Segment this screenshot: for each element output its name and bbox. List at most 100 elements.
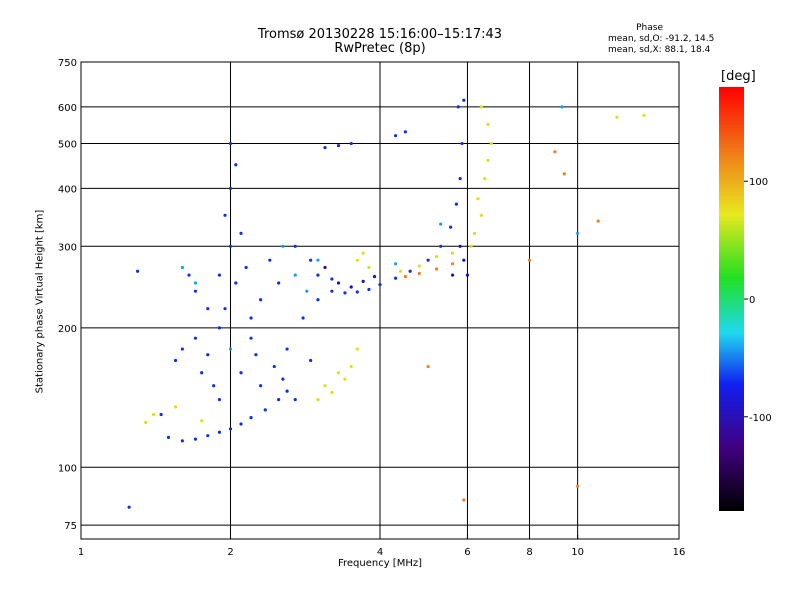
data-point bbox=[180, 439, 184, 443]
data-point bbox=[527, 258, 532, 262]
data-point bbox=[263, 408, 267, 412]
data-point bbox=[403, 275, 408, 279]
data-point bbox=[144, 420, 148, 424]
colorbar-tick-label: -100 bbox=[749, 413, 772, 424]
data-point bbox=[393, 276, 398, 280]
x-tick-label: 1 bbox=[78, 547, 84, 558]
data-point bbox=[277, 397, 281, 402]
data-point bbox=[393, 262, 398, 266]
data-point bbox=[249, 416, 253, 420]
data-point bbox=[239, 371, 243, 375]
data-point bbox=[293, 273, 297, 277]
data-point bbox=[349, 141, 353, 146]
data-point bbox=[486, 158, 490, 162]
data-point bbox=[305, 289, 309, 293]
stats-title: Phase bbox=[636, 23, 663, 33]
data-point bbox=[330, 289, 334, 293]
data-point bbox=[301, 316, 305, 320]
data-point bbox=[450, 251, 455, 255]
data-point bbox=[159, 412, 163, 417]
data-point bbox=[249, 336, 253, 340]
data-point bbox=[228, 244, 233, 248]
data-point bbox=[343, 377, 347, 381]
data-point bbox=[343, 291, 347, 295]
data-point bbox=[309, 358, 313, 363]
data-point bbox=[355, 347, 359, 351]
data-point bbox=[285, 389, 289, 393]
data-point bbox=[336, 143, 341, 148]
data-point bbox=[469, 244, 473, 248]
data-point bbox=[135, 269, 140, 273]
data-point bbox=[439, 244, 443, 248]
y-tick-label: 400 bbox=[58, 184, 77, 195]
data-point bbox=[417, 271, 421, 276]
data-point bbox=[200, 419, 204, 423]
data-point bbox=[349, 285, 353, 289]
data-point bbox=[323, 384, 327, 388]
data-point bbox=[361, 251, 365, 255]
data-point bbox=[316, 273, 320, 277]
x-tick-label: 6 bbox=[464, 547, 470, 558]
data-point bbox=[228, 186, 233, 191]
y-tick-label: 750 bbox=[58, 58, 77, 69]
data-point bbox=[228, 141, 233, 146]
y-tick-label: 600 bbox=[58, 103, 77, 114]
data-point bbox=[486, 122, 490, 126]
data-point bbox=[403, 130, 408, 134]
data-point bbox=[460, 141, 464, 146]
chart-title: Tromsø 20130228 15:16:00–15:17:43 bbox=[257, 27, 503, 42]
data-point bbox=[615, 115, 619, 119]
colorbar-tick-label: 100 bbox=[749, 177, 768, 188]
data-point bbox=[476, 197, 480, 201]
data-point bbox=[180, 347, 184, 351]
data-points bbox=[127, 98, 646, 509]
data-point bbox=[336, 281, 341, 285]
data-point bbox=[450, 262, 455, 266]
data-point bbox=[450, 273, 455, 277]
data-point bbox=[239, 422, 243, 426]
x-tick-label: 4 bbox=[377, 547, 383, 558]
data-point bbox=[458, 177, 462, 181]
data-point bbox=[166, 435, 171, 440]
data-point bbox=[234, 163, 238, 167]
data-point bbox=[223, 213, 227, 217]
data-point bbox=[562, 172, 566, 176]
data-point bbox=[434, 267, 439, 271]
data-point bbox=[206, 434, 210, 438]
data-point bbox=[323, 265, 327, 270]
data-point bbox=[393, 134, 398, 138]
data-point bbox=[465, 273, 470, 277]
stats-x-mode: mean, sd,X: 88.1, 18.4 bbox=[608, 45, 711, 55]
data-point bbox=[398, 269, 403, 273]
data-point bbox=[462, 98, 466, 102]
data-point bbox=[217, 326, 222, 330]
data-point bbox=[472, 231, 477, 235]
data-point bbox=[244, 265, 248, 270]
data-point bbox=[223, 307, 227, 311]
data-point bbox=[217, 430, 222, 434]
chart-subtitle: RwPretec (8p) bbox=[334, 41, 426, 56]
data-point bbox=[462, 498, 466, 502]
data-point bbox=[285, 347, 289, 351]
data-point bbox=[228, 427, 233, 431]
data-point bbox=[454, 202, 458, 206]
data-point bbox=[259, 298, 263, 302]
data-point bbox=[151, 412, 156, 417]
data-point bbox=[330, 277, 334, 281]
y-axis-ticks: 75 100 200 300 400 500 600 750 bbox=[58, 58, 77, 532]
data-point bbox=[489, 141, 493, 146]
data-point bbox=[254, 353, 258, 357]
data-point bbox=[378, 282, 382, 287]
data-point bbox=[355, 258, 359, 262]
data-point bbox=[479, 213, 483, 217]
y-tick-label: 100 bbox=[58, 463, 77, 474]
data-point bbox=[576, 484, 580, 488]
data-point bbox=[180, 265, 184, 270]
stats-o-mode: mean, sd,O: -91.2, 14.5 bbox=[608, 34, 715, 44]
data-point bbox=[249, 316, 253, 320]
data-point bbox=[596, 219, 600, 223]
data-point bbox=[349, 364, 353, 369]
data-point bbox=[187, 273, 191, 277]
x-tick-label: 16 bbox=[673, 547, 686, 558]
